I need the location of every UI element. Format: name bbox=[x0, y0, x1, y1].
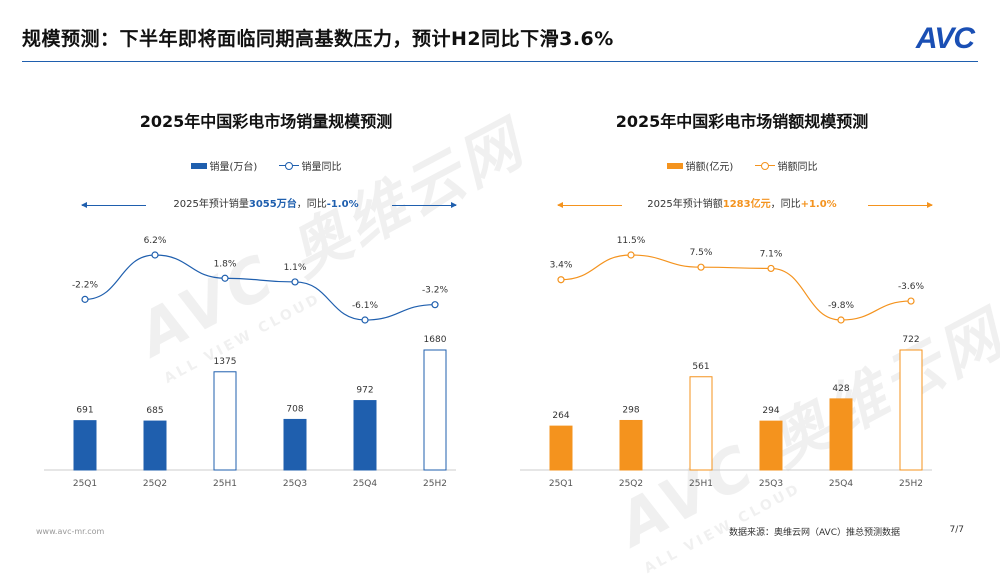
data-source: 数据来源：奥维云网（AVC）推总预测数据 bbox=[728, 528, 900, 538]
bar-value-label: 708 bbox=[286, 404, 303, 414]
value-chart: 2025年中国彩电市场销额规模预测 销额(亿元) 销额同比 2025年预计销额1… bbox=[512, 90, 972, 510]
bar bbox=[143, 420, 167, 471]
bar bbox=[73, 420, 97, 471]
growth-point bbox=[431, 301, 439, 309]
left-arrow bbox=[557, 202, 622, 208]
growth-label: -3.2% bbox=[422, 286, 449, 296]
bar bbox=[829, 398, 853, 471]
growth-label: -9.8% bbox=[828, 301, 855, 311]
bar-value-label: 298 bbox=[622, 405, 639, 415]
chart-title: 2025年中国彩电市场销额规模预测 bbox=[615, 112, 869, 131]
x-tick-label: 25H1 bbox=[213, 479, 237, 489]
bar bbox=[899, 349, 923, 471]
bar bbox=[213, 371, 237, 471]
growth-label: -6.1% bbox=[352, 301, 379, 311]
summary-value: 1283亿元 bbox=[722, 199, 771, 210]
bar bbox=[423, 349, 447, 471]
growth-point bbox=[291, 278, 299, 286]
legend-bar-label: 销额(亿元) bbox=[685, 162, 734, 173]
bar-value-label: 722 bbox=[902, 335, 919, 345]
chart-plot: 264 25Q1 298 25Q2 561 25H1 294 25Q3 428 25Q4 722 25… bbox=[520, 236, 932, 489]
x-tick-label: 25Q4 bbox=[353, 479, 378, 489]
growth-label: -3.6% bbox=[898, 282, 925, 292]
legend-bar-label: 销量(万台) bbox=[209, 162, 258, 173]
bar-value-label: 294 bbox=[762, 406, 779, 416]
summary: 2025年预计销额1283亿元，同比+1.0% bbox=[512, 195, 972, 210]
growth-point bbox=[221, 274, 229, 282]
summary-mid: ，同比 bbox=[296, 199, 327, 210]
summary: 2025年预计销量3055万台，同比-1.0% bbox=[36, 195, 496, 210]
legend-bar-swatch bbox=[666, 162, 683, 169]
legend-line-swatch bbox=[754, 161, 775, 171]
volume-chart: 2025年中国彩电市场销量规模预测 销量(万台) 销量同比 2025年预计销量3… bbox=[36, 90, 496, 510]
right-arrow bbox=[392, 202, 457, 208]
growth-point bbox=[767, 264, 775, 273]
x-tick-label: 25H2 bbox=[899, 479, 923, 489]
growth-point bbox=[697, 263, 705, 271]
bar-value-label: 1375 bbox=[214, 357, 237, 367]
bar-value-label: 685 bbox=[146, 406, 163, 416]
growth-point bbox=[837, 316, 845, 324]
legend-line-swatch bbox=[278, 161, 299, 171]
chart-title: 2025年中国彩电市场销量规模预测 bbox=[139, 112, 393, 131]
summary-value: 3055万台 bbox=[248, 199, 297, 210]
growth-label: 7.1% bbox=[760, 249, 783, 259]
legend-line-label: 销额同比 bbox=[777, 162, 818, 173]
left-arrow bbox=[81, 202, 146, 208]
x-tick-label: 25Q3 bbox=[759, 479, 783, 489]
bar-value-label: 428 bbox=[832, 384, 849, 394]
growth-label: 3.4% bbox=[550, 261, 573, 271]
bar bbox=[689, 376, 713, 471]
legend: 销额(亿元) 销额同比 bbox=[512, 158, 972, 173]
x-tick-label: 25Q1 bbox=[73, 479, 97, 489]
bar bbox=[619, 419, 643, 471]
bar bbox=[283, 418, 307, 471]
right-arrow bbox=[868, 202, 933, 208]
growth-point bbox=[361, 316, 369, 324]
growth-label: -2.2% bbox=[72, 280, 99, 290]
page-title: 规模预测：下半年即将面临同期高基数压力，预计H2同比下滑3.6% bbox=[22, 28, 614, 50]
growth-label: 7.5% bbox=[690, 248, 713, 258]
bar bbox=[759, 420, 783, 471]
header-rule bbox=[22, 61, 978, 62]
growth-line bbox=[84, 254, 436, 321]
summary-prefix: 2025年预计销量 bbox=[173, 199, 249, 210]
legend-line-label: 销量同比 bbox=[301, 162, 342, 173]
bar-value-label: 1680 bbox=[424, 335, 447, 345]
bar bbox=[353, 400, 377, 471]
growth-point bbox=[81, 295, 89, 303]
growth-label: 1.8% bbox=[214, 259, 237, 269]
summary-prefix: 2025年预计销额 bbox=[647, 199, 723, 210]
summary-growth: +1.0% bbox=[800, 199, 837, 210]
x-tick-label: 25H2 bbox=[423, 479, 447, 489]
legend: 销量(万台) 销量同比 bbox=[36, 158, 496, 173]
growth-line bbox=[560, 254, 912, 321]
page-number: 7/7 bbox=[949, 525, 964, 535]
growth-point bbox=[151, 251, 159, 259]
growth-label: 6.2% bbox=[144, 236, 167, 246]
summary-mid: ，同比 bbox=[770, 199, 801, 210]
bar-value-label: 561 bbox=[692, 362, 709, 372]
x-tick-label: 25Q1 bbox=[549, 479, 573, 489]
avc-logo: AVC bbox=[915, 22, 975, 55]
bar-value-label: 264 bbox=[552, 411, 569, 421]
x-tick-label: 25H1 bbox=[689, 479, 713, 489]
growth-point bbox=[557, 276, 565, 284]
summary-growth: -1.0% bbox=[326, 199, 359, 210]
chart-plot: 691 25Q1 685 25Q2 1375 25H1 708 25Q3 972 25Q4 1680… bbox=[44, 236, 456, 489]
bar bbox=[549, 425, 573, 471]
bar-value-label: 691 bbox=[76, 406, 93, 416]
legend-bar-swatch bbox=[190, 162, 207, 169]
growth-label: 1.1% bbox=[284, 263, 307, 273]
x-tick-label: 25Q4 bbox=[829, 479, 854, 489]
website: www.avc-mr.com bbox=[36, 527, 105, 536]
x-tick-label: 25Q2 bbox=[619, 479, 643, 489]
growth-label: 11.5% bbox=[617, 236, 646, 246]
x-tick-label: 25Q2 bbox=[143, 479, 167, 489]
x-tick-label: 25Q3 bbox=[283, 479, 307, 489]
growth-point bbox=[907, 297, 915, 305]
growth-point bbox=[627, 251, 635, 259]
bar-value-label: 972 bbox=[356, 386, 373, 396]
